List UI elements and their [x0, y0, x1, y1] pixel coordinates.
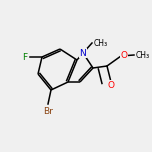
Text: O: O — [121, 52, 128, 60]
Text: CH₃: CH₃ — [94, 38, 108, 47]
Text: O: O — [107, 81, 114, 90]
Text: Br: Br — [43, 107, 53, 116]
Text: CH₃: CH₃ — [136, 50, 150, 59]
Text: F: F — [22, 52, 28, 62]
Text: N: N — [80, 48, 86, 57]
